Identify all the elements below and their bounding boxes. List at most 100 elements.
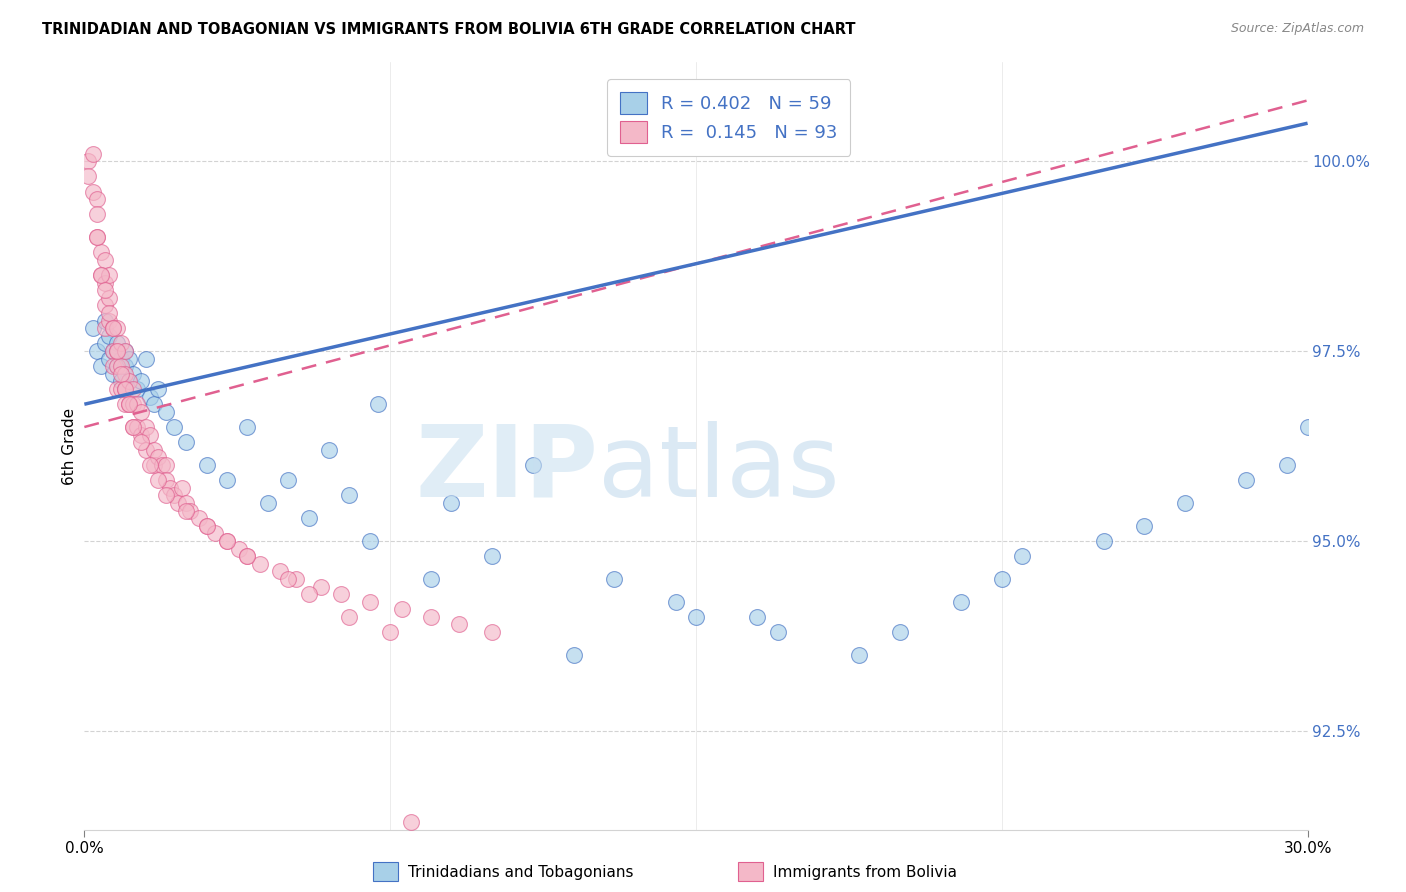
Point [114,367,136,381]
Point [603,572,626,586]
Point [118,397,141,411]
Text: ZIP: ZIP [415,420,598,517]
Point [110,336,132,351]
Point [101,367,124,381]
Point [236,549,259,563]
Point [82,185,104,199]
Point [97,306,120,320]
Point [131,435,153,450]
Point [142,397,165,411]
Point [110,359,132,374]
Point [146,473,169,487]
Point [277,473,299,487]
Point [204,526,226,541]
Point [1011,549,1033,563]
Point [105,382,128,396]
Point [114,344,136,359]
Text: atlas: atlas [598,420,839,517]
Point [97,291,120,305]
Point [155,473,177,487]
Point [179,503,201,517]
Point [991,572,1014,586]
Point [167,496,190,510]
Point [122,397,145,411]
Point [127,382,149,396]
Point [330,587,353,601]
Point [155,458,177,472]
Point [118,397,141,411]
Point [138,427,160,442]
Point [195,518,218,533]
Point [1296,420,1319,434]
Point [93,298,115,312]
Point [481,549,503,563]
Point [122,367,145,381]
Point [101,344,124,359]
Point [1277,458,1299,472]
Point [114,382,136,396]
Point [138,458,160,472]
Point [146,450,169,465]
Text: Immigrants from Bolivia: Immigrants from Bolivia [773,865,957,880]
Point [848,648,870,662]
Point [359,595,381,609]
Point [146,382,169,396]
Point [105,359,128,374]
Point [195,458,218,472]
Point [217,473,239,487]
Point [399,814,422,829]
Text: TRINIDADIAN AND TOBAGONIAN VS IMMIGRANTS FROM BOLIVIA 6TH GRADE CORRELATION CHAR: TRINIDADIAN AND TOBAGONIAN VS IMMIGRANTS… [42,22,856,37]
Point [685,610,707,624]
Point [889,625,911,640]
Point [97,268,120,282]
Point [131,427,153,442]
Point [236,420,259,434]
Point [86,192,108,206]
Point [114,344,136,359]
Point [135,351,157,366]
Point [766,625,789,640]
Point [1236,473,1258,487]
Point [217,533,239,548]
Point [257,496,280,510]
Point [187,511,209,525]
Point [142,442,165,457]
Point [135,420,157,434]
Point [101,321,124,335]
Point [93,252,115,267]
Point [122,382,145,396]
Point [90,268,112,282]
Point [105,359,128,374]
Text: Trinidadians and Tobagonians: Trinidadians and Tobagonians [408,865,633,880]
Point [82,146,104,161]
Point [105,344,128,359]
Point [114,382,136,396]
Point [138,390,160,404]
Point [93,336,115,351]
Point [105,321,128,335]
Point [101,321,124,335]
Point [93,314,115,328]
Point [298,511,321,525]
Point [420,572,443,586]
Point [118,375,141,389]
Point [339,488,361,502]
Point [318,442,340,457]
Point [359,533,381,548]
Point [90,268,112,282]
Point [86,230,108,244]
Point [86,344,108,359]
Text: Source: ZipAtlas.com: Source: ZipAtlas.com [1230,22,1364,36]
Point [90,245,112,260]
Point [105,344,128,359]
Point [86,207,108,221]
Point [97,314,120,328]
Point [131,405,153,419]
Point [249,557,271,571]
Point [131,375,153,389]
Point [747,610,769,624]
Point [420,610,443,624]
Point [127,397,149,411]
Point [110,351,132,366]
Point [298,587,321,601]
